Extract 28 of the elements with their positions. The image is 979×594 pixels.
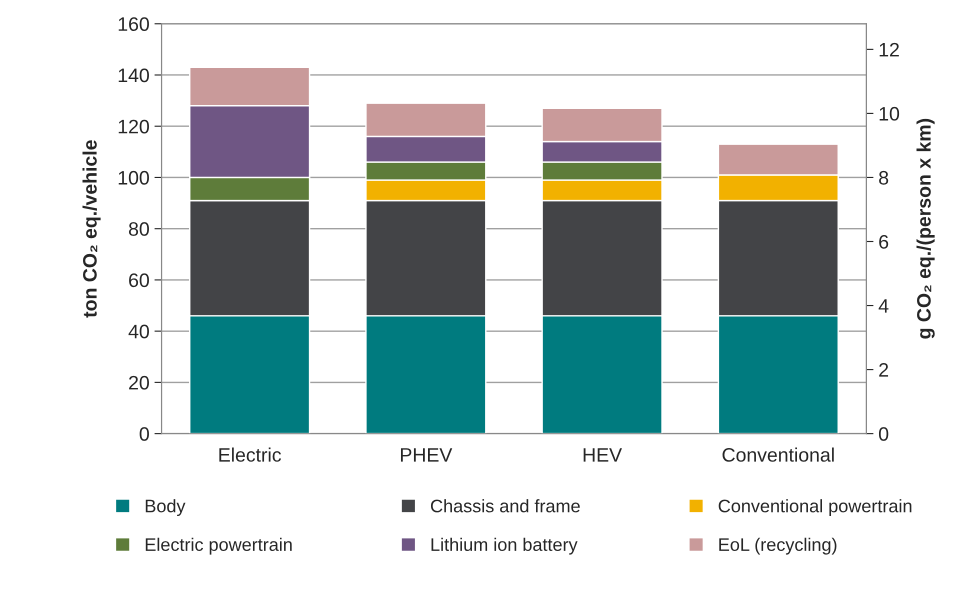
legend-label: Lithium ion battery [432, 538, 578, 555]
y-tick-label: 60 [129, 273, 149, 288]
legend-label: Chassis and frame [430, 499, 580, 512]
y-tick-label: 140 [118, 68, 149, 82]
y2-tick-label: 12 [880, 42, 899, 56]
y-tick-label: 40 [128, 324, 149, 338]
y-tick-label: 160 [118, 17, 149, 31]
y2-tick-label: 4 [878, 299, 888, 313]
y-tick-label: 0 [140, 427, 149, 441]
legend-label: EoL (recycling) [719, 538, 836, 555]
y2-tick-label: 6 [879, 234, 888, 249]
legend-label: Electric powertrain [146, 538, 292, 555]
y-tick-label: 100 [118, 170, 149, 185]
x-tick-label: Electric [219, 448, 282, 462]
y2-tick-label: 10 [880, 106, 900, 121]
legend-label: Body [146, 499, 186, 516]
y-tick-label: 80 [128, 222, 149, 236]
y2-axis-title: g CO₂ eq./(person x km) [916, 118, 935, 339]
x-tick-label: Conventional [722, 448, 834, 462]
y-tick-label: 120 [118, 120, 149, 134]
y2-tick-label: 2 [879, 363, 888, 377]
x-tick-label: PHEV [400, 448, 452, 462]
legend-label: Conventional powertrain [718, 499, 912, 516]
y2-tick-label: 0 [878, 427, 888, 441]
y-axis-title: ton CO₂ eq./vehicle [82, 140, 101, 318]
y-tick-label: 20 [129, 376, 149, 390]
x-tick-label: HEV [584, 448, 622, 462]
y2-tick-label: 8 [879, 170, 888, 185]
